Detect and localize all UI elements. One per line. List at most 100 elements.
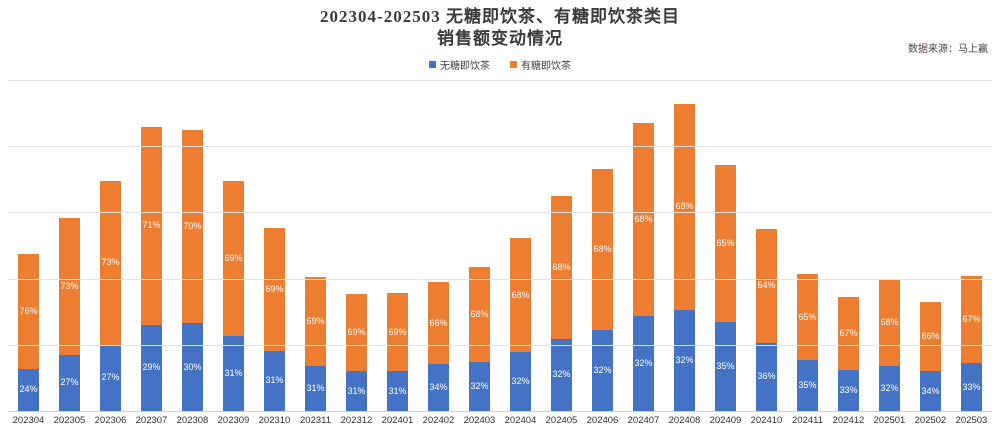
value-label: 35% [716,361,735,372]
segment-sugar-free-202407: 32% [633,315,654,411]
stacked-bar-202309: 69% 31% [223,181,244,411]
segment-sugared-202311: 69% [305,277,326,367]
stacked-bar-202501: 68% 32% [879,279,900,411]
plot-area: 76% 24% 73% 27% 73% 27% 71% 29% 70% 30% 69% 31% 69% 3… [8,80,992,412]
segment-sugared-202410: 64% [756,229,777,343]
segment-sugar-free-202312: 31% [346,371,367,411]
value-label: 32% [511,376,530,387]
bar-column-202312: 69% 31% [336,80,377,411]
value-label: 71% [142,220,161,231]
bar-column-202306: 73% 27% [90,80,131,411]
segment-sugared-202409: 65% [715,165,736,323]
stacked-bar-202311: 69% 31% [305,277,326,411]
bars-container: 76% 24% 73% 27% 73% 27% 71% 29% 70% 30% 69% 31% 69% 3… [8,80,992,411]
value-label: 64% [757,280,776,291]
segment-sugared-202306: 73% [100,181,121,345]
value-label: 68% [470,308,489,319]
bar-column-202308: 70% 30% [172,80,213,411]
x-tick-label-202310: 202310 [258,415,291,426]
segment-sugared-202312: 69% [346,294,367,372]
legend-label-sugared: 有糖即饮茶 [521,61,571,72]
stacked-bar-202407: 68% 32% [633,123,654,411]
x-tick-label-202403: 202403 [463,415,496,426]
bar-column-202305: 73% 27% [49,80,90,411]
bar-column-202304: 76% 24% [8,80,49,411]
gridline [8,344,992,346]
value-label: 66% [429,317,448,328]
value-label: 68% [634,213,653,224]
value-label: 32% [634,357,653,368]
bar-column-202309: 69% 31% [213,80,254,411]
x-tick-label-202307: 202307 [135,415,168,426]
x-tick-label-202304: 202304 [12,415,45,426]
segment-sugared-202408: 68% [674,104,695,310]
segment-sugared-202401: 69% [387,293,408,371]
segment-sugar-free-202503: 33% [961,363,982,411]
segment-sugar-free-202406: 32% [592,330,613,411]
bar-column-202502: 66% 34% [910,80,951,411]
stacked-bar-202304: 76% 24% [18,254,39,411]
stacked-bar-202307: 71% 29% [141,127,162,411]
x-tick-label-202410: 202410 [750,415,783,426]
legend-swatch-sugared-icon [510,61,517,68]
value-label: 68% [552,261,571,272]
stacked-bar-202402: 66% 34% [428,282,449,411]
value-label: 31% [224,368,243,379]
x-tick-label-202308: 202308 [176,415,209,426]
value-label: 70% [183,221,202,232]
value-label: 69% [388,326,407,337]
value-label: 67% [962,314,981,325]
gridline [8,212,992,214]
segment-sugared-202402: 66% [428,282,449,365]
x-axis-baseline [8,411,992,412]
stacked-bar-202405: 68% 32% [551,196,572,411]
value-label: 33% [962,381,981,392]
value-label: 68% [511,289,530,300]
x-tick-label-202409: 202409 [709,415,742,426]
segment-sugared-202307: 71% [141,127,162,325]
segment-sugar-free-202306: 27% [100,344,121,411]
value-label: 32% [880,382,899,393]
x-tick-label-202406: 202406 [586,415,619,426]
stacked-bar-202408: 68% 32% [674,104,695,411]
value-label: 31% [347,385,366,396]
segment-sugared-202308: 70% [182,130,203,324]
x-tick-label-202402: 202402 [422,415,455,426]
segment-sugared-202407: 68% [633,123,654,316]
x-tick-label-202405: 202405 [545,415,578,426]
x-tick-label-202309: 202309 [217,415,250,426]
bar-column-202310: 69% 31% [254,80,295,411]
segment-sugar-free-202411: 35% [797,360,818,411]
bar-column-202307: 71% 29% [131,80,172,411]
value-label: 30% [183,361,202,372]
value-label: 24% [19,384,38,395]
value-label: 69% [347,327,366,338]
stacked-bar-202412: 67% 33% [838,297,859,411]
stacked-bar-202308: 70% 30% [182,130,203,411]
bar-column-202404: 68% 32% [500,80,541,411]
segment-sugared-202405: 68% [551,196,572,339]
stacked-bar-202409: 65% 35% [715,165,736,411]
legend-item-sugared: 有糖即饮茶 [510,57,571,72]
stacked-bar-202503: 67% 33% [961,276,982,411]
segment-sugared-202310: 69% [264,228,285,351]
value-label: 67% [839,328,858,339]
segment-sugar-free-202307: 29% [141,324,162,411]
segment-sugared-202502: 66% [920,302,941,372]
value-label: 73% [60,280,79,291]
x-tick-label-202502: 202502 [914,415,947,426]
legend: 无糖即饮茶 有糖即饮茶 [0,57,1000,72]
segment-sugared-202404: 68% [510,238,531,353]
bar-column-202503: 67% 33% [951,80,992,411]
value-label: 65% [716,238,735,249]
segment-sugared-202406: 68% [592,169,613,331]
value-label: 31% [306,383,325,394]
segment-sugar-free-202410: 36% [756,342,777,411]
bar-column-202501: 68% 32% [869,80,910,411]
segment-sugared-202503: 67% [961,276,982,364]
x-tick-label-202408: 202408 [668,415,701,426]
bar-column-202406: 68% 32% [582,80,623,411]
chart-title-line2: 销售额变动情况 [437,29,563,48]
value-label: 32% [470,380,489,391]
stacked-bar-202410: 64% 36% [756,229,777,411]
